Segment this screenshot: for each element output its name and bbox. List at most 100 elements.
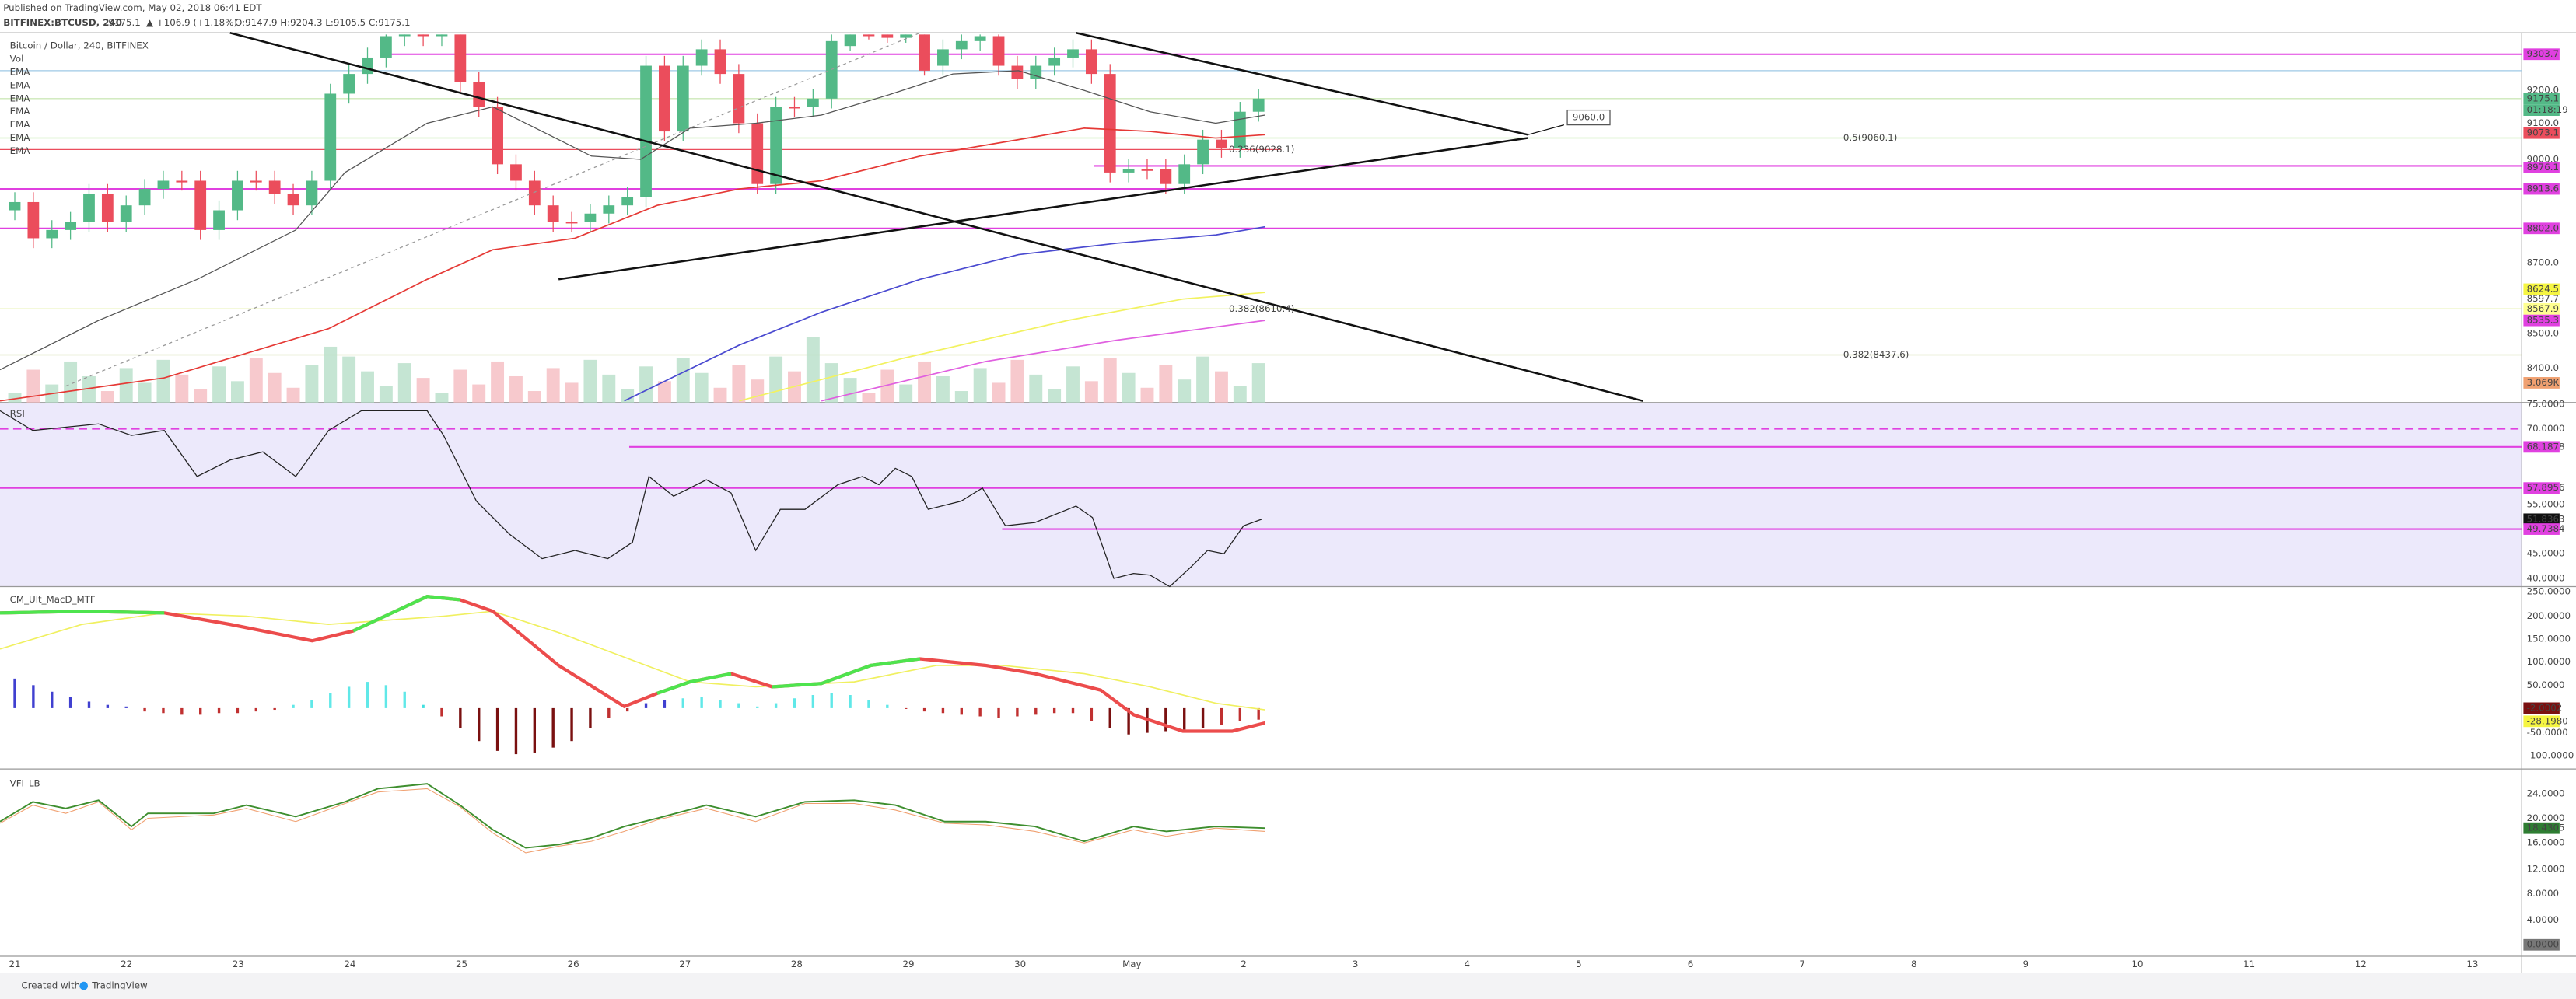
volume-bar — [379, 386, 393, 403]
ema-line — [821, 320, 1265, 402]
histogram-bar — [13, 678, 16, 708]
histogram-bar — [124, 706, 128, 708]
change: ▲ +106.9 (+1.18%) — [146, 17, 237, 28]
axis-label: 50.0000 — [2527, 679, 2565, 690]
indicator-label: EMA — [10, 106, 30, 117]
candle — [232, 180, 243, 211]
histogram-bar — [1071, 707, 1075, 714]
candle — [695, 49, 708, 66]
volume-bar — [119, 368, 133, 403]
candle — [919, 34, 930, 71]
axis-label: 8597.7 — [2527, 293, 2559, 304]
pane-title: Bitcoin / Dollar, 240, BITFINEX — [10, 40, 149, 51]
candle — [751, 123, 764, 184]
axis-label: 16.0000 — [2527, 837, 2565, 848]
axis-label: 8700.0 — [2527, 257, 2559, 268]
histogram-bar — [941, 707, 945, 714]
price-badge — [2523, 702, 2560, 714]
time-label: 10 — [2132, 959, 2144, 969]
axis-label: 8535.3 — [2527, 315, 2559, 326]
candle — [937, 49, 949, 66]
brand-link[interactable]: TradingView — [91, 980, 148, 991]
vfi-signal — [0, 788, 1265, 854]
histogram-bar — [905, 707, 908, 709]
volume-bar — [1103, 358, 1117, 403]
volume-bar — [453, 369, 467, 403]
candle — [1067, 49, 1079, 58]
time-label: 28 — [791, 959, 803, 969]
volume-bar — [1048, 389, 1062, 403]
volume-bar — [194, 389, 208, 403]
volume-bar — [751, 379, 765, 403]
price-badge — [2523, 93, 2560, 105]
axis-label: 75.0000 — [2527, 398, 2565, 409]
axis-label: 01:18:19 — [2527, 104, 2568, 115]
candle — [380, 36, 392, 58]
axis-label: 200.0000 — [2527, 610, 2571, 621]
price-badge — [2523, 441, 2560, 453]
candle — [621, 197, 634, 206]
histogram-bar — [236, 707, 240, 714]
price-badge — [2523, 222, 2560, 235]
histogram-bar — [68, 697, 72, 708]
histogram-bar — [254, 707, 257, 712]
volume-bar — [899, 384, 913, 403]
volume-bar — [212, 366, 226, 403]
candle — [46, 229, 58, 239]
axis-label: -28.1980 — [2527, 715, 2568, 726]
volume-bar — [824, 363, 838, 403]
histogram-bar — [756, 706, 759, 708]
axis-label: -50.0000 — [2527, 727, 2568, 738]
time-label: 12 — [2355, 959, 2367, 969]
volume-bar — [1196, 356, 1210, 403]
histogram-bar — [1238, 707, 1242, 721]
volume-bar — [82, 375, 96, 403]
indicator-label: EMA — [10, 66, 30, 77]
candle — [1216, 139, 1227, 148]
candle — [992, 36, 1005, 66]
histogram-bar — [51, 691, 54, 708]
axis-label: 8500.0 — [2527, 328, 2559, 339]
candle — [454, 34, 467, 82]
time-label: 4 — [1464, 959, 1470, 969]
last-price: 9175.1 — [108, 17, 140, 28]
price-badge — [2523, 523, 2560, 535]
time-label: 8 — [1911, 959, 1917, 969]
axis-label: 8567.9 — [2527, 303, 2559, 314]
time-label: 9 — [2023, 959, 2029, 969]
histogram-bar — [403, 691, 406, 708]
macd-line — [656, 672, 732, 695]
histogram-bar — [849, 695, 852, 708]
price-badge — [2523, 314, 2560, 327]
axis-label: 3.069K — [2527, 377, 2560, 388]
candle — [640, 65, 652, 197]
histogram-bar — [422, 704, 425, 708]
time-label: 25 — [456, 959, 467, 969]
candle — [1011, 65, 1024, 79]
candle — [101, 194, 114, 222]
annotation: 0.236(9028.1) — [1229, 144, 1294, 155]
callout-line — [1528, 124, 1565, 135]
candle — [1048, 57, 1061, 66]
volume-bar — [26, 369, 40, 403]
candle — [955, 40, 968, 50]
candle — [120, 205, 132, 222]
axis-label: 0.0000 — [2527, 939, 2559, 950]
candle — [213, 210, 225, 230]
histogram-bar — [514, 707, 518, 755]
histogram-bar — [1052, 707, 1056, 714]
candle — [807, 98, 819, 107]
volume-bar — [954, 391, 968, 403]
histogram-bar — [273, 707, 276, 711]
histogram-bar — [700, 697, 703, 708]
axis-label: 68.1878 — [2527, 441, 2565, 452]
time-label: 7 — [1799, 959, 1805, 969]
histogram-bar — [1164, 707, 1167, 732]
volume-bar — [1066, 366, 1080, 403]
axis-label: 9200.0 — [2527, 85, 2559, 96]
trend-line — [1076, 32, 1528, 136]
candle — [492, 107, 503, 165]
symbol: BITFINEX:BTCUSD, 240 — [3, 17, 122, 28]
